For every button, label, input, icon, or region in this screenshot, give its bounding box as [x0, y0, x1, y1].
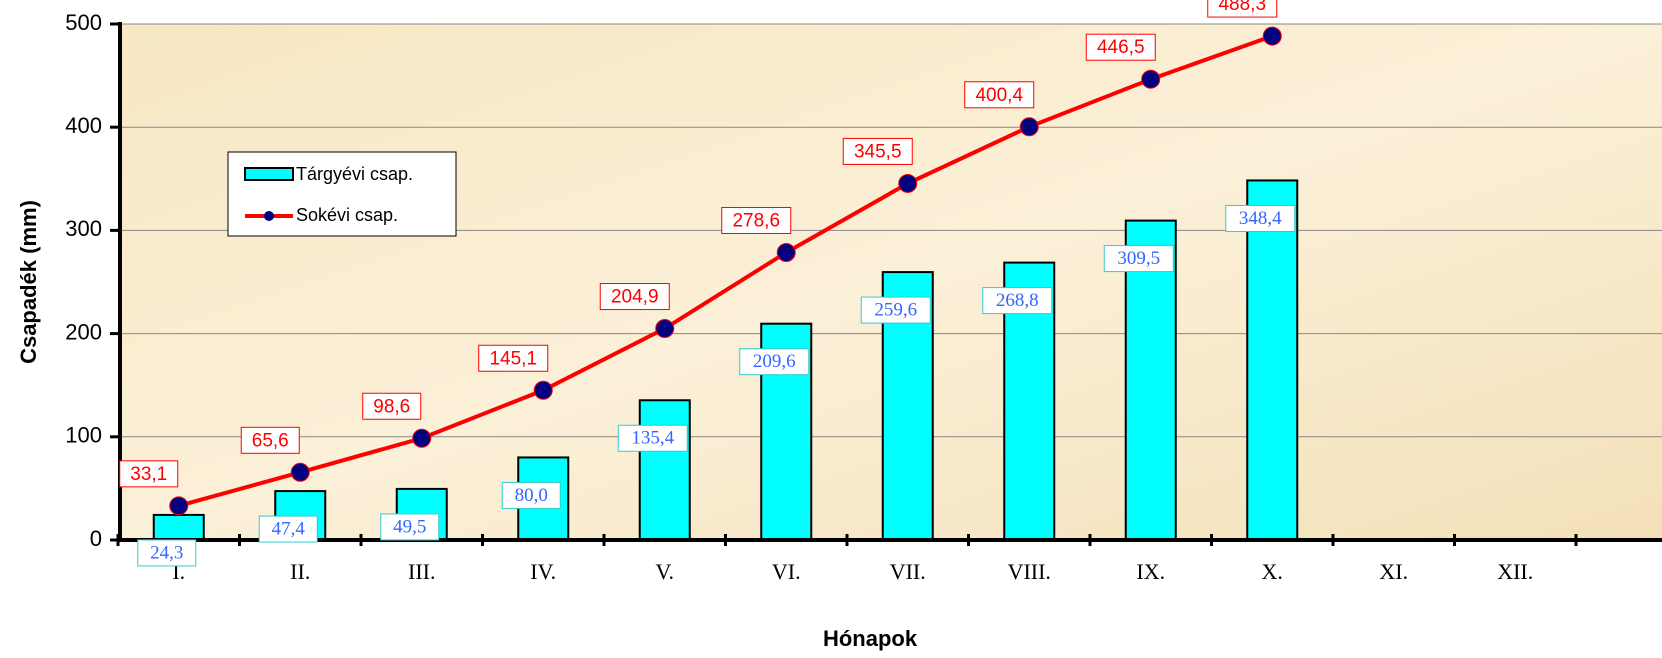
data-label-box — [739, 348, 810, 376]
data-label: 145,1 — [489, 348, 537, 369]
marker — [533, 380, 553, 400]
data-label: 49,5 — [393, 516, 426, 537]
legend-swatch-bar — [244, 167, 294, 181]
bar — [1246, 179, 1299, 541]
data-label-box — [842, 137, 913, 165]
data-label-box — [380, 513, 440, 541]
y-tick-label: 200 — [65, 319, 102, 344]
data-label: 278,6 — [732, 211, 780, 232]
data-label-box — [860, 296, 931, 324]
x-tick-label: V. — [655, 559, 674, 584]
x-tick-label: XII. — [1497, 559, 1533, 584]
x-tick-label: VI. — [772, 559, 801, 584]
data-label: 47,4 — [272, 518, 306, 539]
marker — [169, 496, 189, 516]
data-label: 309,5 — [1117, 248, 1160, 269]
y-axis-label: Csapadék (mm) — [16, 200, 41, 364]
data-label-box — [501, 481, 561, 509]
data-label-box — [258, 515, 318, 543]
data-label: 33,1 — [130, 464, 167, 485]
data-label: 80,0 — [515, 485, 548, 506]
marker — [1262, 26, 1282, 46]
y-tick-label: 500 — [65, 10, 102, 35]
x-tick-label: XI. — [1379, 559, 1408, 584]
marker — [776, 242, 796, 262]
data-label: 348,4 — [1239, 208, 1282, 229]
data-label-box — [362, 392, 422, 420]
data-label: 98,6 — [373, 396, 410, 417]
legend-box — [227, 151, 457, 237]
data-label-box — [964, 81, 1035, 109]
x-tick-label: II. — [290, 559, 310, 584]
data-label-box — [478, 344, 549, 372]
x-tick-label: VIII. — [1008, 559, 1051, 584]
marker — [898, 173, 918, 193]
y-tick-label: 0 — [90, 526, 102, 551]
data-label-box — [599, 283, 670, 311]
data-label-box — [982, 287, 1053, 315]
data-label: 446,5 — [1097, 37, 1145, 58]
data-label: 204,9 — [611, 287, 659, 308]
x-tick-label: X. — [1262, 559, 1283, 584]
legend: Tárgyévi csap. Sokévi csap. — [227, 151, 457, 237]
x-tick-label: III. — [408, 559, 435, 584]
legend-label: Tárgyévi csap. — [296, 164, 413, 184]
data-label-box — [1207, 0, 1278, 18]
data-label-box — [119, 460, 179, 488]
y-tick-label: 400 — [65, 113, 102, 138]
data-label: 65,6 — [252, 430, 289, 451]
data-label: 268,8 — [996, 290, 1039, 311]
y-tick-label: 100 — [65, 423, 102, 448]
data-label: 259,6 — [874, 299, 917, 320]
x-tick-label: IX. — [1136, 559, 1165, 584]
data-label: 345,5 — [854, 141, 902, 162]
data-label: 135,4 — [631, 428, 674, 449]
y-tick-label: 300 — [65, 216, 102, 241]
bar — [638, 399, 691, 542]
legend-swatch-marker — [264, 211, 274, 221]
marker — [412, 428, 432, 448]
data-label-box — [617, 424, 688, 452]
marker — [290, 462, 310, 482]
data-label-box — [1225, 204, 1296, 232]
data-label-box — [1085, 33, 1156, 61]
marker — [655, 319, 675, 339]
data-label: 209,6 — [753, 351, 796, 372]
data-label-box — [240, 426, 300, 454]
data-label-box — [137, 539, 197, 567]
x-axis-label: Hónapok — [823, 626, 918, 651]
bar — [152, 513, 205, 542]
x-tick-label: VII. — [890, 559, 926, 584]
data-label-box — [721, 206, 792, 234]
marks — [152, 26, 1299, 542]
legend-label: Sokévi csap. — [296, 205, 398, 225]
marker — [1019, 117, 1039, 137]
data-label-box — [1103, 245, 1174, 273]
line — [178, 34, 1273, 508]
x-tick-label: IV. — [530, 559, 556, 584]
data-label: 24,3 — [150, 542, 183, 563]
marker — [1141, 69, 1161, 89]
data-label: 488,3 — [1218, 0, 1266, 15]
data-label: 400,4 — [975, 85, 1023, 106]
